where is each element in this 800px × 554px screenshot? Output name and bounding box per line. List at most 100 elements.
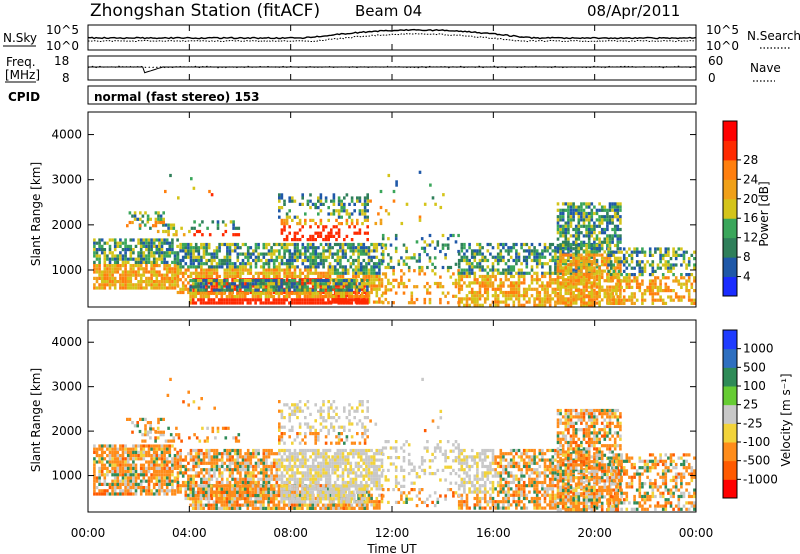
echo-cell <box>93 264 96 268</box>
echo-cell <box>656 276 660 280</box>
echo-cell <box>254 246 258 250</box>
echo-cell <box>200 265 203 269</box>
echo-cell <box>606 256 609 260</box>
echo-cell <box>342 291 346 295</box>
echo-cell <box>499 290 503 295</box>
echo-cell <box>160 466 164 470</box>
echo-cell <box>210 464 214 469</box>
echo-cell <box>347 282 351 286</box>
echo-cell <box>116 460 120 464</box>
echo-cell <box>567 231 570 235</box>
echo-cell <box>546 284 549 288</box>
echo-cell <box>165 473 169 477</box>
echo-cell <box>546 297 549 301</box>
echo-cell <box>192 186 196 190</box>
echo-cell <box>264 279 268 283</box>
echo-cell <box>232 233 235 237</box>
echo-cell <box>600 247 604 251</box>
echo-cell <box>317 262 320 266</box>
echo-cell <box>585 205 588 209</box>
echo-cell <box>243 291 247 295</box>
echo-cell <box>155 244 159 248</box>
echo-cell <box>142 486 146 490</box>
colorbar-tick-label: 24 <box>743 172 758 186</box>
echo-cell <box>134 476 138 480</box>
echo-cell <box>366 295 369 299</box>
echo-cell <box>129 244 133 248</box>
echo-cell <box>121 283 125 287</box>
echo-cell <box>473 300 477 304</box>
echo-cell <box>259 265 263 269</box>
echo-cell <box>95 476 99 480</box>
echo-cell <box>567 215 570 219</box>
echo-cell <box>288 301 291 305</box>
echo-cell <box>402 281 406 286</box>
echo-cell <box>606 224 609 228</box>
echo-cell <box>375 287 379 291</box>
echo-cell <box>202 458 206 462</box>
echo-cell <box>441 285 445 289</box>
echo-cell <box>158 466 161 470</box>
echo-cell <box>267 249 271 253</box>
echo-cell <box>530 258 534 263</box>
echo-cell <box>366 225 369 229</box>
echo-cell <box>108 251 112 255</box>
echo-cell <box>603 231 607 235</box>
echo-cell <box>616 205 620 209</box>
echo-cell <box>619 202 622 206</box>
echo-cell <box>502 284 505 288</box>
echo-cell <box>254 285 257 289</box>
echo-cell <box>372 255 376 259</box>
echo-cell <box>372 281 376 285</box>
echo-cell <box>669 289 673 293</box>
echo-cell <box>207 480 211 485</box>
echo-cell <box>272 279 276 283</box>
echo-cell <box>184 278 188 282</box>
echo-cell <box>103 444 107 448</box>
echo-cell <box>381 272 385 276</box>
echo-cell <box>608 237 612 241</box>
echo-cell <box>598 202 601 206</box>
echo-cell <box>202 295 205 299</box>
echo-cell <box>314 265 318 269</box>
echo-cell <box>317 199 320 203</box>
echo-cell <box>189 249 193 253</box>
echo-cell <box>95 492 99 496</box>
echo-cell <box>569 218 573 222</box>
echo-cell <box>291 262 294 266</box>
echo-cell <box>280 464 284 469</box>
echo-cell <box>285 222 289 226</box>
echo-cell <box>341 274 345 279</box>
echo-cell <box>210 461 214 465</box>
echo-cell <box>147 280 151 284</box>
echo-cell <box>298 298 302 302</box>
echo-cell <box>341 242 345 247</box>
echo-cell <box>380 294 384 298</box>
echo-cell <box>580 211 583 216</box>
echo-cell <box>641 279 644 283</box>
echo-cell <box>572 218 575 222</box>
echo-cell <box>265 242 268 247</box>
echo-cell <box>561 253 565 257</box>
echo-cell <box>433 272 437 276</box>
echo-cell <box>163 273 166 277</box>
echo-cell <box>595 253 599 257</box>
echo-cell <box>327 231 330 235</box>
echo-cell <box>476 281 479 285</box>
echo-cell <box>630 298 634 302</box>
echo-cell <box>561 218 565 222</box>
echo-cell <box>134 479 138 483</box>
echo-cell <box>179 455 182 459</box>
echo-cell <box>339 274 342 279</box>
echo-cell <box>556 266 560 270</box>
echo-cell <box>244 252 247 256</box>
echo-cell <box>389 265 393 270</box>
echo-cell <box>328 246 332 250</box>
echo-cell <box>612 250 616 254</box>
echo-cell <box>293 455 297 459</box>
echo-cell <box>554 255 557 259</box>
echo-cell <box>98 244 101 248</box>
echo-cell <box>246 461 250 465</box>
echo-cell <box>651 282 655 286</box>
echo-cell <box>129 286 133 290</box>
